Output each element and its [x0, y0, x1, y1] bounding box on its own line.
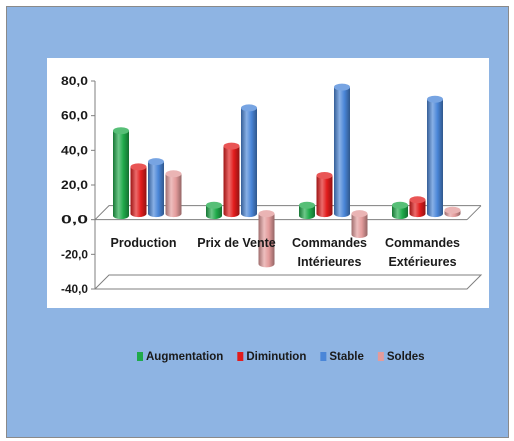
bar-cap	[148, 158, 164, 166]
legend-swatch	[137, 352, 143, 361]
legend-label: Diminution	[246, 351, 306, 363]
x-tick-label: Intérieures	[298, 255, 362, 269]
bar-body	[299, 205, 315, 220]
bar-body	[409, 199, 426, 218]
legend-item-soldes: Soldes	[377, 351, 425, 363]
bar-stable-1	[241, 104, 257, 218]
bar-stable-2	[334, 83, 350, 218]
bar-body	[316, 175, 333, 218]
bar-diminution-3	[409, 196, 426, 218]
legend-swatch	[237, 352, 244, 361]
x-tick-label: Commandes	[292, 236, 367, 250]
bar-cap	[165, 170, 182, 178]
bar-soldes-2	[351, 210, 368, 238]
bar-cap	[258, 210, 275, 218]
legend-label: Augmentation	[146, 351, 223, 363]
bar-diminution-2	[316, 172, 333, 218]
legend-item-stable: Stable	[320, 351, 364, 363]
y-tick-label: 20,0	[61, 178, 88, 192]
bar-body	[148, 161, 164, 218]
y-tick-label: 40,0	[61, 143, 88, 157]
y-tick-label: -40,0	[61, 282, 88, 296]
legend-label: Soldes	[387, 351, 425, 363]
x-tick-label: Commandes	[385, 236, 460, 250]
bar-soldes-3	[444, 206, 461, 218]
x-tick-label: Production	[111, 236, 177, 250]
bar-cap	[351, 210, 368, 218]
bar-augmentation-1	[206, 201, 222, 220]
bar-body	[392, 205, 408, 220]
bar-cap	[334, 83, 350, 91]
chart-floor	[93, 205, 483, 290]
bar-augmentation-2	[299, 201, 315, 220]
bar-stable-3	[427, 95, 443, 218]
legend-item-diminution: Diminution	[237, 351, 306, 363]
x-tick-label: Prix de Vente	[197, 236, 276, 250]
bar-body	[427, 99, 443, 218]
bar-body	[113, 130, 129, 220]
bar-body	[206, 205, 222, 220]
legend-swatch	[320, 352, 327, 361]
bar-cap	[241, 104, 257, 112]
bar-body	[130, 166, 147, 218]
y-tick-label: -20,0	[61, 247, 88, 261]
bar-body	[165, 173, 182, 218]
x-tick-label: Extérieures	[388, 255, 456, 269]
bar-stable-0	[148, 158, 164, 218]
bar-cap	[130, 163, 147, 171]
y-tick-label: 80,0	[61, 74, 88, 88]
zero-plane-side-edge	[466, 205, 482, 221]
y-tick-label: 0,0	[61, 213, 89, 227]
y-tick-label: 60,0	[61, 109, 88, 123]
bar-cap	[427, 95, 443, 103]
bar-body	[351, 213, 368, 238]
bar-diminution-0	[130, 163, 147, 218]
bar-augmentation-3	[392, 201, 408, 220]
bar-cap	[444, 206, 461, 214]
zero-plane-back-edge	[94, 205, 481, 221]
y-axis: 80,0 60,0 40,0 20,0 0,0 -20,0 -40,0	[61, 74, 96, 296]
bar-cap	[223, 142, 240, 150]
bar-cap	[409, 196, 426, 204]
bars	[113, 83, 461, 268]
bar-soldes-0	[165, 170, 182, 218]
legend-label: Stable	[329, 351, 364, 363]
bar-diminution-1	[223, 142, 240, 218]
bar-cap	[392, 201, 408, 209]
chart-floor-plane	[93, 274, 483, 290]
bar-cap	[299, 201, 315, 209]
bar-cap	[316, 172, 333, 180]
bar-body	[241, 107, 257, 218]
bar-cap	[113, 127, 129, 135]
bar-cap	[206, 201, 222, 209]
legend-item-augmentation: Augmentation	[137, 351, 223, 363]
bar-body	[258, 213, 275, 268]
legend-swatch	[377, 352, 384, 361]
bar-soldes-1	[258, 210, 275, 268]
bar-body	[223, 146, 240, 218]
bar-augmentation-0	[113, 127, 129, 220]
x-axis-labels: Production Prix de Vente Commandes Intérieu…	[111, 236, 461, 269]
legend: Augmentation Diminution Stable Soldes	[137, 351, 425, 363]
bar-body	[334, 87, 350, 218]
